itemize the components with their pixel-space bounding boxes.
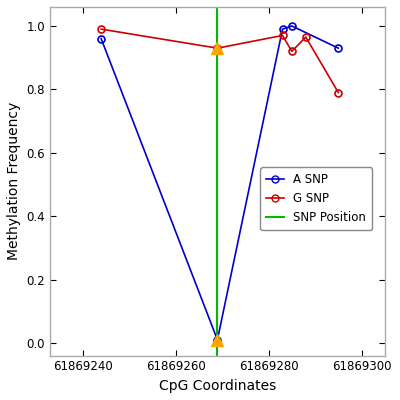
Y-axis label: Methylation Frequency: Methylation Frequency	[7, 102, 21, 260]
Legend: A SNP, G SNP, SNP Position: A SNP, G SNP, SNP Position	[260, 168, 372, 230]
X-axis label: CpG Coordinates: CpG Coordinates	[159, 379, 276, 393]
